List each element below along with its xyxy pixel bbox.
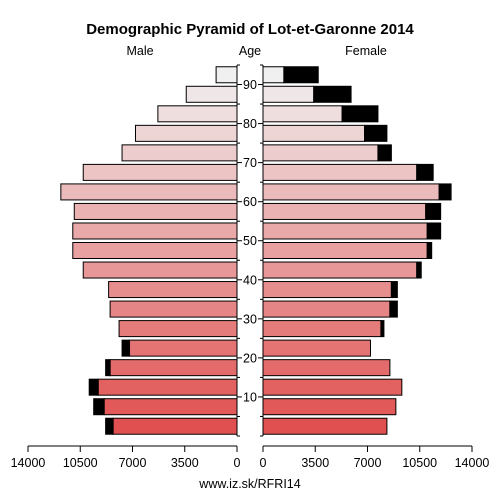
female-excess-bar-75-79	[364, 124, 388, 142]
female-bar-20-24	[262, 339, 371, 357]
female-excess-bar-65-69	[416, 163, 434, 181]
female-bar-10-14	[262, 378, 403, 396]
male-bar-55-59	[73, 202, 238, 220]
female-excess-bar-90+	[283, 66, 319, 84]
male-bar-45-49	[72, 241, 238, 260]
age-tick-label: 70	[243, 156, 257, 170]
female-excess-bar-45-49	[426, 241, 433, 260]
male-excess-bar-15-19	[105, 359, 111, 377]
female-bar-90+	[262, 66, 285, 84]
male-bar-60-64	[60, 183, 238, 201]
female-label: Female	[345, 44, 387, 58]
female-bar-35-39	[262, 281, 392, 299]
male-bar-20-24	[129, 339, 238, 357]
male-excess-bar-10-14	[88, 378, 99, 396]
male-bar-75-79	[134, 124, 238, 142]
age-label: Age	[239, 44, 261, 58]
female-bar-80-84	[262, 105, 343, 123]
female-bar-65-69	[262, 163, 418, 181]
axes	[27, 64, 473, 452]
male-bar-40-44	[82, 261, 238, 279]
female-excess-bar-40-44	[416, 261, 422, 279]
age-tick-label: 50	[243, 234, 257, 248]
tick-labels: 10 20 30 40 50 60 70 80 90 14000 10500 7000 3500 0 0 35…	[11, 78, 490, 470]
x-tick-label-right: 3500	[301, 456, 329, 470]
male-bars	[60, 66, 238, 435]
x-tick-label-left: 0	[234, 456, 241, 470]
x-tick-label-right: 7000	[354, 456, 382, 470]
female-bar-0-4	[262, 417, 388, 435]
male-bar-80-84	[157, 105, 238, 123]
male-bar-50-54	[72, 222, 238, 240]
x-tick-label-left: 10500	[63, 456, 98, 470]
male-label: Male	[126, 44, 153, 58]
source-label: www.iz.sk/RFRI14	[198, 477, 300, 491]
x-tick-label-right: 10500	[402, 456, 437, 470]
male-bar-65-69	[82, 163, 238, 181]
x-tick-label-left: 3500	[171, 456, 199, 470]
age-tick-label: 20	[243, 351, 257, 365]
female-bars	[262, 66, 452, 435]
x-tick-label-right: 14000	[455, 456, 490, 470]
x-tick-label-left: 14000	[11, 456, 46, 470]
male-bar-10-14	[97, 378, 238, 396]
female-excess-bar-55-59	[425, 202, 442, 220]
female-bar-25-29	[262, 320, 382, 338]
male-bar-30-34	[109, 300, 238, 318]
female-excess-bar-50-54	[426, 222, 442, 240]
male-bar-0-4	[112, 417, 238, 435]
male-bar-25-29	[118, 320, 238, 338]
age-tick-label: 10	[243, 390, 257, 404]
female-bar-70-74	[262, 144, 379, 162]
female-bar-30-34	[262, 300, 391, 318]
female-bar-75-79	[262, 124, 366, 142]
female-excess-bar-85-89	[313, 85, 352, 103]
age-tick-label: 90	[243, 78, 257, 92]
female-bar-85-89	[262, 85, 315, 103]
age-tick-label: 40	[243, 273, 257, 287]
age-tick-label: 80	[243, 117, 257, 131]
male-bar-70-74	[121, 144, 238, 162]
female-excess-bar-60-64	[438, 183, 452, 201]
male-bar-85-89	[185, 85, 238, 103]
male-bar-90+	[215, 66, 238, 84]
female-excess-bar-80-84	[341, 105, 379, 123]
male-bar-15-19	[109, 359, 238, 377]
female-excess-bar-30-34	[389, 300, 398, 318]
male-excess-bar-5-9	[93, 398, 105, 416]
female-excess-bar-70-74	[377, 144, 392, 162]
female-bar-15-19	[262, 359, 391, 377]
male-bar-35-39	[108, 281, 238, 299]
female-bar-40-44	[262, 261, 418, 279]
male-excess-bar-0-4	[105, 417, 114, 435]
male-excess-bar-20-24	[121, 339, 131, 357]
female-excess-bar-25-29	[380, 320, 385, 338]
age-tick-label: 60	[243, 195, 257, 209]
male-bar-5-9	[103, 398, 238, 416]
x-tick-label-left: 7000	[119, 456, 147, 470]
female-bar-5-9	[262, 398, 397, 416]
chart-title: Demographic Pyramid of Lot-et-Garonne 20…	[86, 21, 414, 38]
x-tick-label-right: 0	[260, 456, 267, 470]
female-bar-55-59	[262, 202, 427, 220]
age-tick-label: 30	[243, 312, 257, 326]
female-excess-bar-35-39	[390, 281, 398, 299]
female-bar-60-64	[262, 183, 440, 201]
female-bar-45-49	[262, 241, 428, 260]
female-bar-50-54	[262, 222, 428, 240]
